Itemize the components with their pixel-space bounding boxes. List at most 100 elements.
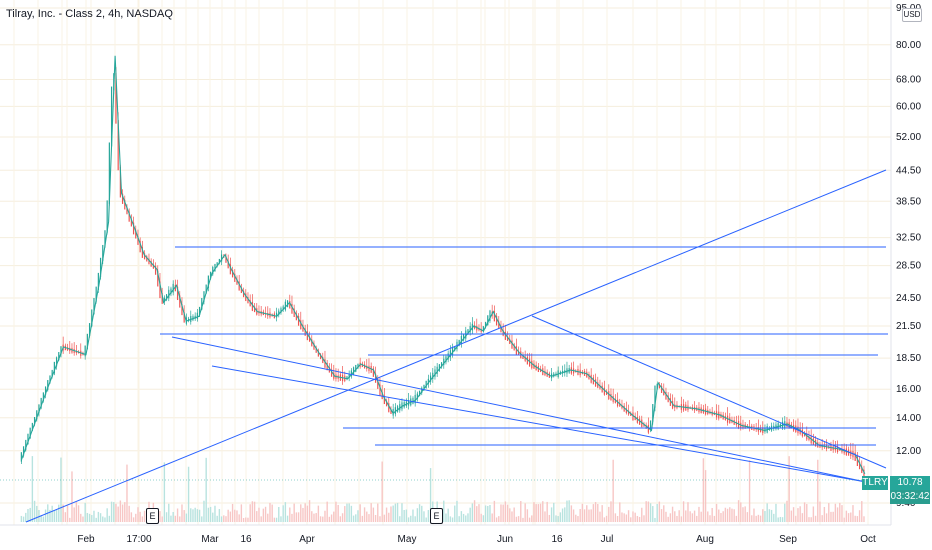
candle-body xyxy=(658,384,660,389)
x-tick-label: Sep xyxy=(779,534,797,545)
volume-bar xyxy=(704,470,707,522)
volume-bar xyxy=(88,513,91,522)
volume-bar xyxy=(214,505,216,522)
candle-body xyxy=(416,393,418,400)
volume-bar xyxy=(139,511,141,522)
volume-bar xyxy=(612,459,614,522)
volume-bar xyxy=(797,508,799,522)
volume-bar xyxy=(575,514,577,522)
candle-body xyxy=(603,387,605,395)
candle-body xyxy=(608,391,610,400)
candle-body xyxy=(27,433,29,445)
volume-bar xyxy=(784,503,786,522)
candle-body xyxy=(245,293,247,302)
volume-bar xyxy=(693,510,696,522)
candle-body xyxy=(594,379,597,387)
candle-body xyxy=(434,369,436,377)
candle-body xyxy=(619,403,621,407)
candle-body xyxy=(302,325,304,332)
volume-bar xyxy=(493,500,496,522)
volume-bar xyxy=(399,516,401,522)
volume-bar xyxy=(328,516,331,522)
x-tick-label: 16 xyxy=(551,534,563,545)
volume-bar xyxy=(60,457,62,522)
volume-bar xyxy=(652,506,654,522)
candle-body xyxy=(326,362,328,371)
candle-body xyxy=(526,356,528,365)
volume-bar xyxy=(427,510,430,522)
volume-bar xyxy=(414,516,416,522)
x-tick-label: Mar xyxy=(201,534,219,545)
candle-body xyxy=(227,260,229,269)
candle-body xyxy=(130,218,132,227)
volume-bar xyxy=(58,504,60,522)
volume-bar xyxy=(839,502,841,522)
candle-body xyxy=(311,339,313,347)
earnings-marker[interactable]: E xyxy=(430,508,443,524)
candle-body xyxy=(623,405,625,412)
candle-body xyxy=(231,269,234,278)
volume-bar xyxy=(264,506,267,522)
volume-bar xyxy=(623,513,625,522)
candle-body xyxy=(143,253,146,260)
x-tick-label: Oct xyxy=(860,534,876,545)
volume-bar xyxy=(423,511,425,522)
candle-body xyxy=(291,303,293,314)
volume-bar xyxy=(352,515,355,522)
volume-bar xyxy=(66,505,69,522)
volume-bar xyxy=(630,517,632,522)
volume-bar xyxy=(724,507,727,522)
volume-bar xyxy=(495,517,498,522)
volume-bar xyxy=(610,501,612,522)
volume-bar xyxy=(845,510,848,522)
volume-bar xyxy=(718,509,720,522)
y-tick-label: 18.50 xyxy=(896,353,921,364)
candle-body xyxy=(209,271,212,279)
candle-body xyxy=(667,395,669,403)
candle-body xyxy=(605,391,608,395)
candle-body xyxy=(38,404,40,413)
currency-badge[interactable]: USD xyxy=(902,8,922,22)
candle-body xyxy=(495,315,498,326)
volume-bar xyxy=(788,456,790,522)
candle-body xyxy=(306,331,308,341)
trend-line xyxy=(211,365,867,483)
volume-bar xyxy=(163,462,166,522)
volume-bar xyxy=(416,508,419,522)
volume-bar xyxy=(295,512,298,522)
candle-body xyxy=(484,321,487,328)
candle-body xyxy=(663,390,665,396)
volume-bar xyxy=(181,504,183,522)
volume-bar xyxy=(462,513,465,522)
candle-body xyxy=(669,398,671,406)
candle-body xyxy=(174,284,176,292)
candle-body xyxy=(810,436,812,444)
volume-bar xyxy=(113,502,115,522)
volume-bar xyxy=(429,468,432,522)
earnings-marker[interactable]: E xyxy=(146,508,159,524)
candle-body xyxy=(282,306,284,310)
candle-body xyxy=(352,367,355,375)
candle-body xyxy=(469,326,471,333)
volume-bar xyxy=(577,516,579,522)
volume-bar xyxy=(520,501,522,522)
volume-bar xyxy=(766,503,768,522)
x-tick-label: 17:00 xyxy=(126,534,151,545)
candle-body xyxy=(493,311,495,322)
volume-bar xyxy=(84,502,86,522)
volume-bar xyxy=(819,501,821,522)
candle-body xyxy=(60,346,62,355)
volume-bar xyxy=(370,503,372,522)
candle-body xyxy=(93,298,95,314)
volume-bar xyxy=(742,507,744,522)
candle-body xyxy=(445,356,447,363)
y-tick-label: 28.50 xyxy=(896,261,921,272)
volume-bar xyxy=(456,500,458,522)
candle-body xyxy=(324,359,326,368)
candle-body xyxy=(429,375,432,382)
volume-bar xyxy=(174,515,177,522)
candle-body xyxy=(179,295,181,308)
volume-bar xyxy=(711,507,713,522)
volume-bar xyxy=(159,511,161,522)
